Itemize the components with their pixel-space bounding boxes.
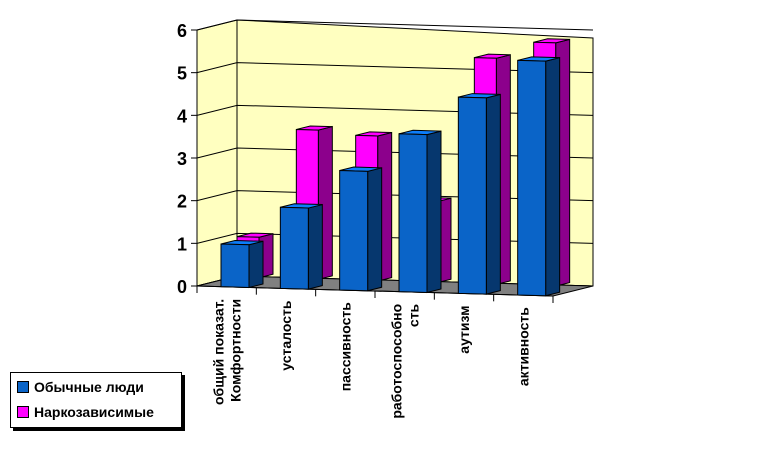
bar-series-1-3 [398, 129, 442, 294]
x-tick-label: аутизм [456, 306, 472, 354]
x-tick-label: общий показат.Комфортности [211, 299, 244, 405]
bar-side [367, 167, 383, 292]
bar-series-1-4 [457, 93, 501, 295]
bar-front [398, 133, 428, 293]
y-tick-label: 2 [177, 192, 187, 212]
bar-side [248, 240, 264, 289]
bar-side [426, 130, 442, 294]
gridline [196, 19, 594, 31]
bar-front [517, 59, 547, 297]
y-tick-label: 4 [177, 106, 187, 126]
y-tick-label: 5 [177, 64, 187, 84]
bar-series-1-1 [279, 203, 323, 290]
legend-swatch-series-2 [17, 406, 29, 418]
legend-label-series-2: Наркозависимые [34, 404, 154, 420]
legend: Обычные люди Наркозависимые [10, 372, 182, 428]
y-tick-label: 1 [177, 234, 187, 254]
bar-side [545, 56, 561, 297]
bar-front [220, 243, 250, 288]
legend-item-series-2: Наркозависимые [17, 401, 181, 423]
bar-front [279, 206, 309, 290]
bar-series-1-2 [339, 166, 383, 292]
legend-swatch-series-1 [17, 381, 29, 393]
bar-series-1-5 [517, 56, 561, 297]
y-tick-label: 6 [177, 21, 187, 41]
x-tick-label: активность [515, 307, 531, 386]
bar-front [339, 170, 369, 292]
y-tick-label: 0 [177, 277, 187, 297]
bar-series-1-0 [220, 240, 264, 289]
x-tick-label: работоспособность [389, 303, 422, 418]
legend-label-series-1: Обычные люди [34, 379, 144, 395]
y-tick-label: 3 [177, 149, 187, 169]
x-tick-label: усталость [278, 300, 294, 371]
bar-side [485, 93, 501, 295]
x-tick-label: пассивность [337, 302, 353, 391]
bar-front [457, 96, 487, 295]
legend-item-series-1: Обычные люди [17, 376, 181, 398]
bar-side [307, 203, 323, 290]
